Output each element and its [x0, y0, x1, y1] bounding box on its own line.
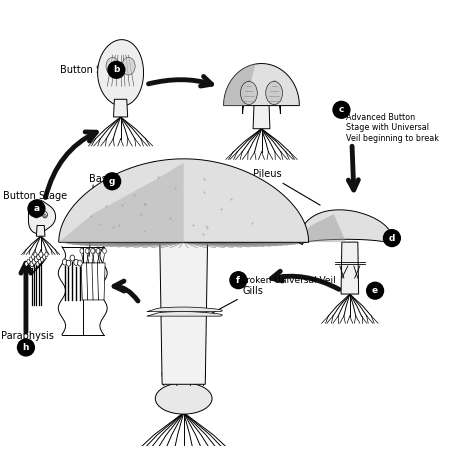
- Polygon shape: [223, 64, 255, 106]
- Ellipse shape: [30, 261, 34, 267]
- Ellipse shape: [44, 214, 46, 217]
- Ellipse shape: [29, 257, 32, 261]
- Text: d: d: [388, 234, 394, 243]
- Ellipse shape: [39, 252, 43, 257]
- Polygon shape: [147, 312, 222, 316]
- Text: Button Stage: Button Stage: [60, 65, 124, 75]
- Ellipse shape: [122, 57, 135, 75]
- Ellipse shape: [62, 259, 67, 265]
- Ellipse shape: [45, 252, 48, 257]
- Polygon shape: [160, 242, 207, 384]
- Polygon shape: [242, 89, 280, 114]
- Ellipse shape: [78, 260, 82, 266]
- Polygon shape: [147, 307, 222, 312]
- Ellipse shape: [42, 254, 46, 259]
- Text: f: f: [236, 276, 240, 285]
- Ellipse shape: [32, 254, 35, 259]
- Circle shape: [104, 173, 120, 190]
- Text: Broken Universal Veil: Broken Universal Veil: [240, 276, 336, 285]
- Ellipse shape: [27, 259, 30, 264]
- Ellipse shape: [42, 211, 47, 218]
- Ellipse shape: [66, 260, 71, 266]
- Circle shape: [28, 200, 45, 217]
- Circle shape: [332, 101, 349, 118]
- Ellipse shape: [102, 248, 106, 253]
- Ellipse shape: [70, 255, 74, 261]
- Polygon shape: [86, 263, 94, 300]
- Polygon shape: [28, 200, 55, 234]
- Text: Pileus: Pileus: [152, 160, 209, 225]
- Text: b: b: [113, 65, 120, 74]
- Polygon shape: [297, 210, 393, 244]
- Polygon shape: [81, 263, 89, 300]
- Ellipse shape: [74, 260, 78, 265]
- Polygon shape: [223, 64, 299, 106]
- Ellipse shape: [240, 81, 257, 104]
- Ellipse shape: [38, 259, 41, 264]
- Circle shape: [108, 61, 124, 78]
- Polygon shape: [36, 226, 45, 236]
- Ellipse shape: [36, 261, 39, 266]
- Polygon shape: [59, 159, 308, 242]
- Ellipse shape: [37, 254, 41, 260]
- Circle shape: [18, 339, 34, 356]
- Polygon shape: [253, 106, 269, 129]
- Text: h: h: [23, 343, 29, 352]
- Text: Pileus: Pileus: [253, 169, 319, 205]
- Polygon shape: [97, 40, 143, 106]
- Text: g: g: [109, 177, 115, 186]
- Circle shape: [382, 230, 400, 246]
- Ellipse shape: [91, 248, 94, 253]
- Polygon shape: [92, 263, 100, 300]
- Ellipse shape: [34, 252, 37, 257]
- Ellipse shape: [106, 57, 119, 75]
- Polygon shape: [341, 242, 358, 294]
- Ellipse shape: [34, 256, 38, 262]
- Ellipse shape: [80, 248, 83, 253]
- Ellipse shape: [86, 248, 90, 253]
- Text: e: e: [371, 286, 377, 295]
- Polygon shape: [97, 263, 105, 300]
- Ellipse shape: [34, 211, 39, 218]
- Circle shape: [230, 272, 246, 288]
- Text: a: a: [33, 204, 39, 213]
- Text: c: c: [338, 105, 343, 114]
- Text: Basidium: Basidium: [89, 174, 134, 184]
- Ellipse shape: [92, 248, 95, 253]
- Polygon shape: [297, 214, 345, 242]
- Circle shape: [366, 282, 382, 299]
- Ellipse shape: [40, 257, 44, 261]
- Text: Button Stage: Button Stage: [3, 191, 67, 201]
- Text: Paraphysis: Paraphysis: [1, 331, 54, 341]
- Ellipse shape: [32, 259, 36, 264]
- Ellipse shape: [35, 214, 37, 217]
- Polygon shape: [113, 99, 127, 117]
- Text: Gills: Gills: [209, 286, 263, 315]
- Text: Advanced Button
Stage with Universal
Veil beginning to break: Advanced Button Stage with Universal Vei…: [345, 113, 437, 143]
- Ellipse shape: [96, 248, 100, 253]
- Polygon shape: [59, 163, 183, 242]
- Ellipse shape: [97, 248, 101, 253]
- Ellipse shape: [155, 383, 212, 414]
- Ellipse shape: [25, 261, 28, 266]
- Ellipse shape: [85, 248, 89, 253]
- Ellipse shape: [265, 81, 282, 104]
